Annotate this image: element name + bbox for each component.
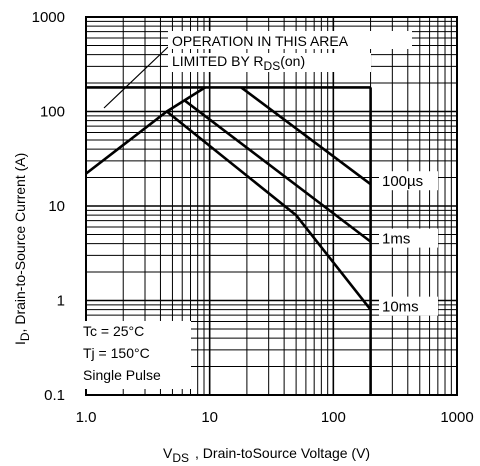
annotation-line2-rest: (on) xyxy=(280,53,305,69)
y-tick-label: 1000 xyxy=(32,9,65,26)
annotation-leader-line xyxy=(103,46,169,109)
rds-on-annotation: OPERATION IN THIS AREA LIMITED BY RDS(on… xyxy=(103,31,412,109)
x-tick-label: 1000 xyxy=(440,409,473,426)
annotation-line2-backdrop xyxy=(168,53,371,72)
data-series: 100µs 1ms 10ms xyxy=(85,86,438,395)
series-label: 1ms xyxy=(382,231,410,248)
x-axis-label: VDS , Drain-toSource Voltage (V) xyxy=(163,445,370,465)
series-label-backdrop xyxy=(379,171,438,191)
y-tick-label: 100 xyxy=(40,104,65,121)
y-axis-label-sub: D xyxy=(18,332,32,341)
y-axis-label-main: I xyxy=(12,341,28,345)
series-label: 10ms xyxy=(382,299,419,316)
x-axis-label-main: V xyxy=(163,445,173,461)
plot-area-frame xyxy=(85,16,458,396)
annotation-line2: LIMITED BY RDS(on) xyxy=(172,53,305,73)
condition-pulse: Single Pulse xyxy=(83,367,161,383)
y-tick-label: 10 xyxy=(48,198,65,215)
y-tick-label: 1 xyxy=(57,293,65,310)
annotation-line1: OPERATION IN THIS AREA xyxy=(172,33,349,49)
annotation-line2-sub: DS xyxy=(264,59,281,73)
y-tick-label: 0.1 xyxy=(44,387,65,404)
y-axis-label-rest: , Drain-to-Source Current (A) xyxy=(12,153,28,333)
series-label-backdrop xyxy=(379,228,438,248)
series-label: 100µs xyxy=(382,173,423,190)
condition-tc: Tc = 25°C xyxy=(83,323,144,339)
series-line-10ms xyxy=(165,110,372,311)
annotation-line2-main: LIMITED BY R xyxy=(172,53,264,69)
x-tick-label: 100 xyxy=(321,409,346,426)
y-axis-label: ID, Drain-to-Source Current (A) xyxy=(12,153,32,345)
condition-tj: Tj = 150°C xyxy=(83,345,150,361)
x-axis-label-sub: DS xyxy=(172,451,189,465)
tick-labels: 1.0 10 100 1000 0.1 1 10 100 1000 xyxy=(32,9,474,426)
x-axis-label-rest: , Drain-toSource Voltage (V) xyxy=(195,445,370,461)
x-tick-label: 1.0 xyxy=(76,409,97,426)
series-label-backdrop xyxy=(379,296,438,316)
annotation-line1-backdrop xyxy=(168,31,412,49)
conditions-box xyxy=(80,321,191,389)
x-tick-label: 10 xyxy=(201,409,218,426)
series-line-100-s xyxy=(240,86,372,186)
series-line-1ms xyxy=(184,99,372,243)
